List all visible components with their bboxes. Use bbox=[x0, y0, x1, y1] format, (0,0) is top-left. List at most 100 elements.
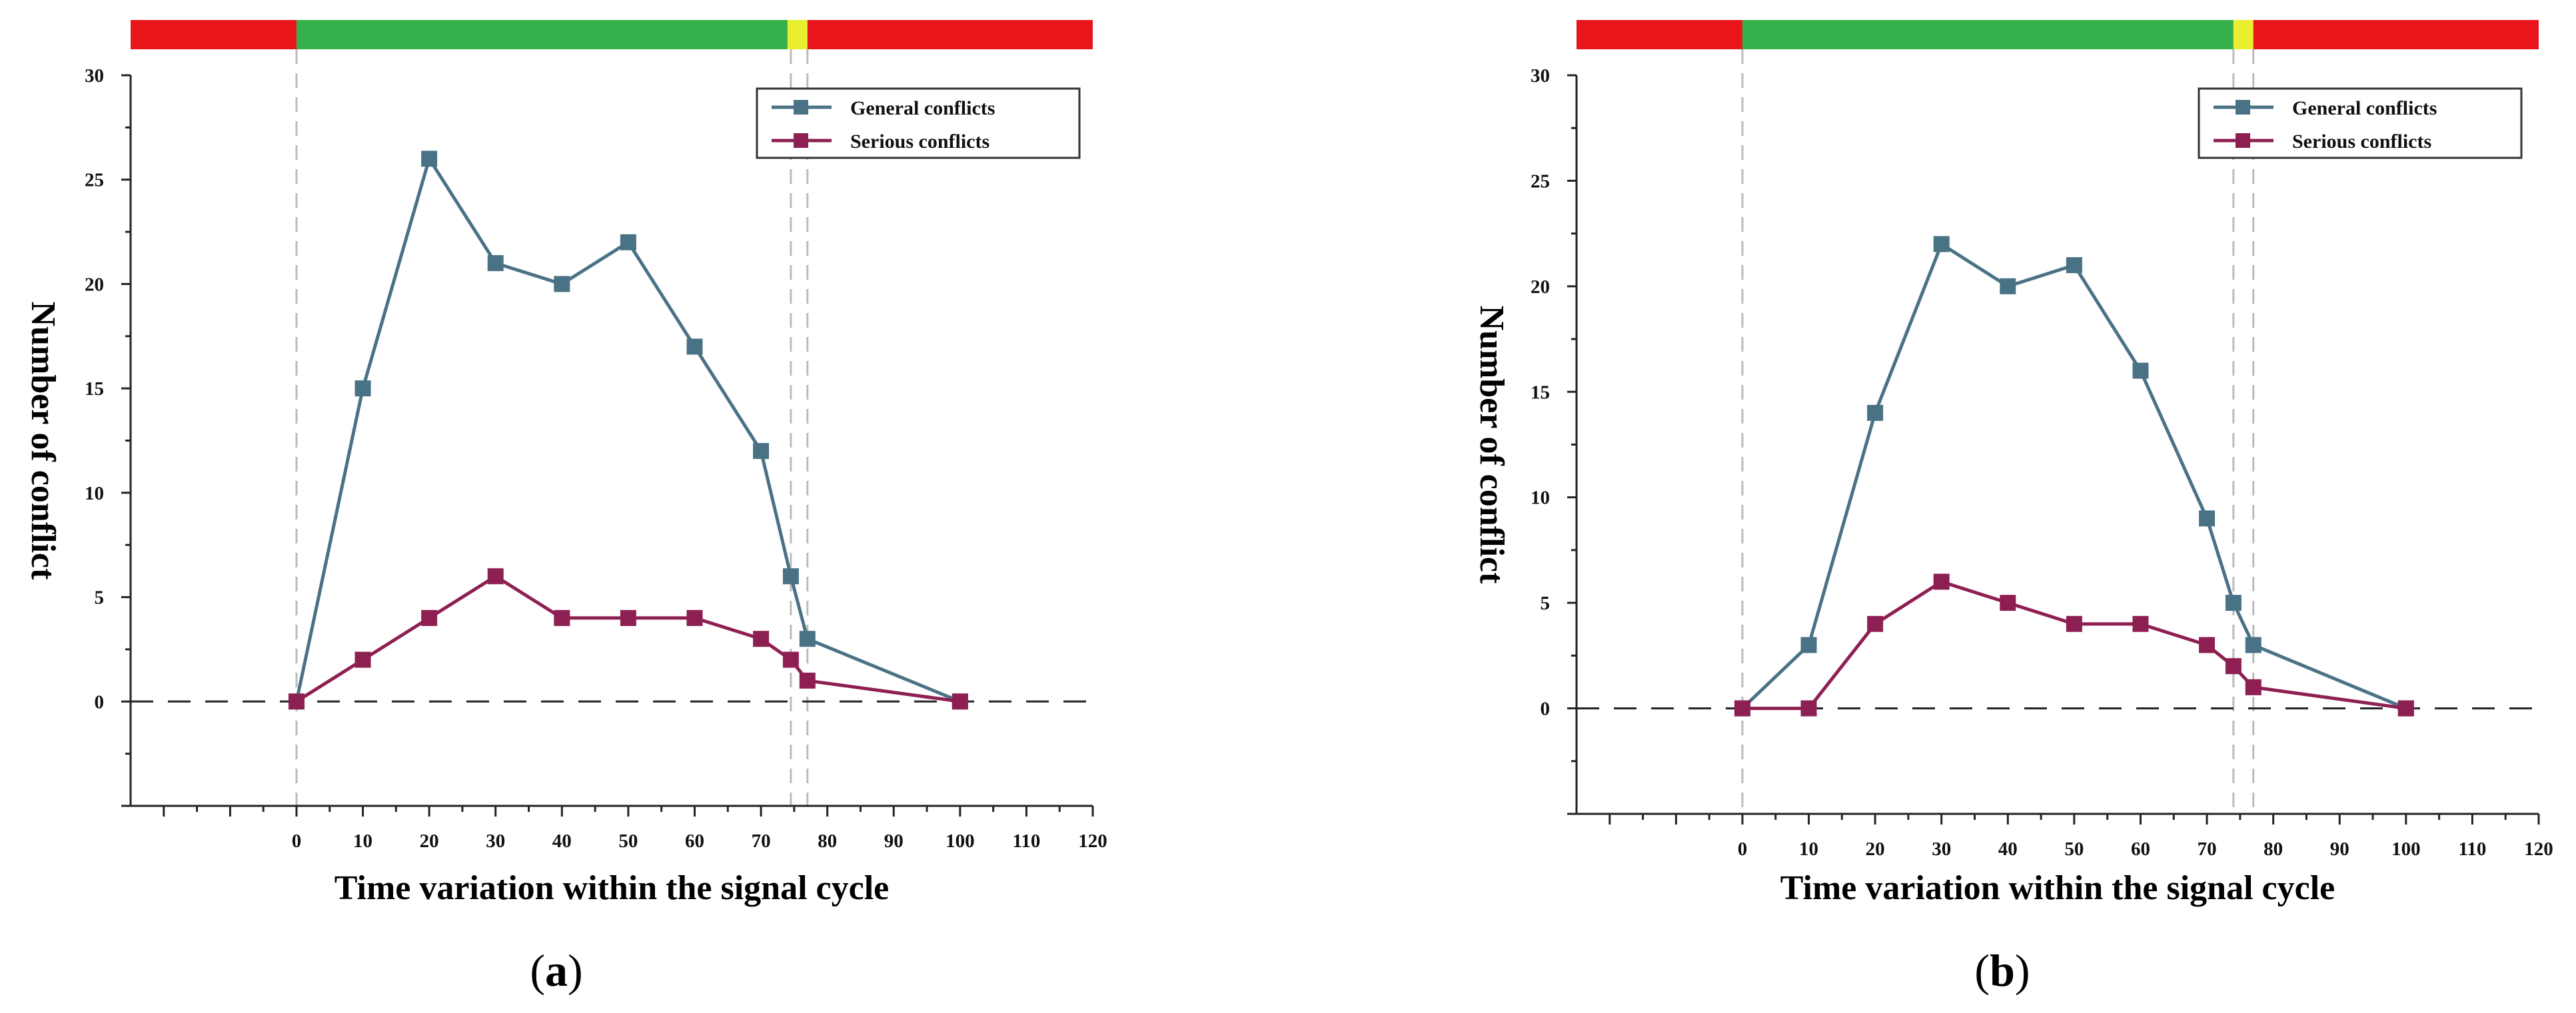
y-tick-label: 0 bbox=[95, 691, 105, 713]
data-point-serious bbox=[782, 651, 799, 668]
panel-label-close-paren: ) bbox=[2015, 945, 2030, 996]
y-tick-label: 30 bbox=[85, 65, 104, 87]
data-point-serious bbox=[554, 609, 570, 626]
data-point-general bbox=[2245, 637, 2261, 653]
panel-label-open-paren: ( bbox=[530, 945, 545, 996]
data-point-general bbox=[421, 151, 438, 167]
signal-phase-yellow-2 bbox=[2233, 20, 2254, 49]
data-point-general bbox=[1933, 236, 1950, 252]
legend-label-serious: Serious conflicts bbox=[850, 131, 989, 153]
x-tick-label: 90 bbox=[884, 831, 904, 852]
legend-marker-general bbox=[2236, 100, 2250, 115]
x-tick-label: 100 bbox=[2391, 839, 2421, 860]
y-tick-label: 20 bbox=[1531, 276, 1550, 298]
data-point-general bbox=[487, 255, 504, 272]
x-tick-label: 40 bbox=[552, 831, 572, 852]
data-point-general bbox=[1800, 637, 1817, 653]
data-point-general bbox=[2225, 595, 2242, 611]
legend-marker-serious bbox=[794, 133, 808, 148]
y-tick-label: 15 bbox=[1531, 382, 1550, 403]
legend-marker-general bbox=[794, 100, 808, 115]
x-tick-label: 50 bbox=[2064, 839, 2084, 860]
y-axis-title: Number of conflict bbox=[1473, 306, 1511, 585]
x-tick-label: 80 bbox=[2263, 839, 2283, 860]
data-point-serious bbox=[2225, 658, 2242, 675]
data-point-serious bbox=[2000, 595, 2016, 611]
x-tick-label: 100 bbox=[946, 831, 975, 852]
data-point-serious bbox=[1933, 573, 1950, 590]
y-tick-label: 15 bbox=[85, 378, 104, 400]
x-tick-label: 60 bbox=[2131, 839, 2150, 860]
data-point-general bbox=[2132, 362, 2149, 379]
x-tick-label: 60 bbox=[685, 831, 704, 852]
data-point-serious bbox=[2066, 615, 2082, 632]
data-point-general bbox=[2066, 257, 2082, 274]
data-point-serious bbox=[1800, 700, 1817, 717]
data-point-serious bbox=[354, 651, 371, 668]
x-tick-label: 20 bbox=[420, 831, 439, 852]
y-tick-label: 30 bbox=[1531, 65, 1550, 87]
data-point-serious bbox=[2199, 637, 2216, 653]
x-tick-label: 10 bbox=[353, 831, 372, 852]
data-point-serious bbox=[799, 672, 816, 689]
x-tick-label: 120 bbox=[1078, 831, 1107, 852]
data-point-serious bbox=[288, 693, 305, 710]
series-line-serious bbox=[295, 574, 961, 703]
signal-phase-red-3 bbox=[2253, 20, 2539, 49]
x-tick-label: 110 bbox=[2458, 839, 2486, 860]
signal-phase-yellow-2 bbox=[787, 20, 808, 49]
data-point-serious bbox=[753, 631, 770, 647]
x-tick-label: 80 bbox=[818, 831, 837, 852]
x-tick-label: 0 bbox=[1738, 839, 1748, 860]
legend-label-serious: Serious conflicts bbox=[2292, 131, 2431, 153]
data-point-serious bbox=[620, 609, 636, 626]
data-point-serious bbox=[686, 609, 703, 626]
data-point-serious bbox=[1867, 615, 1884, 632]
data-point-general bbox=[2199, 510, 2216, 527]
series-line-serious bbox=[1742, 579, 2407, 711]
x-tick-label: 110 bbox=[1012, 831, 1040, 852]
signal-phase-red-3 bbox=[807, 20, 1093, 49]
data-point-serious bbox=[2132, 615, 2149, 632]
legend-label-general: General conflicts bbox=[850, 97, 995, 119]
panel-label-letter: b bbox=[1990, 945, 2015, 996]
chart-panel-b: 0 5 10 15 20 25 30 0 10 20 30 40 50 60 70 80 90 100 110 120… bbox=[1473, 20, 2553, 996]
data-point-general bbox=[354, 380, 371, 397]
x-tick-label: 40 bbox=[1998, 839, 2018, 860]
panel-label-letter: a bbox=[545, 945, 568, 996]
x-axis-title: Time variation within the signal cycle bbox=[1780, 869, 2335, 907]
legend-box bbox=[756, 87, 1081, 159]
y-tick-label: 10 bbox=[85, 483, 104, 504]
y-tick-label: 5 bbox=[95, 587, 105, 609]
data-point-general bbox=[686, 338, 703, 355]
panel-label: (b) bbox=[1974, 945, 2030, 996]
signal-phase-green-1 bbox=[1742, 20, 2234, 49]
panel-label: (a) bbox=[530, 945, 582, 996]
data-point-general bbox=[799, 631, 816, 647]
x-tick-label: 20 bbox=[1866, 839, 1885, 860]
x-tick-label: 90 bbox=[2330, 839, 2349, 860]
y-tick-label: 25 bbox=[1531, 170, 1550, 192]
legend-label-general: General conflicts bbox=[2292, 97, 2437, 119]
data-point-general bbox=[782, 568, 799, 585]
y-axis-title: Number of conflict bbox=[24, 302, 62, 581]
y-tick-label: 10 bbox=[1531, 488, 1550, 509]
y-tick-label: 20 bbox=[85, 274, 104, 295]
data-point-general bbox=[2000, 278, 2016, 294]
y-tick-label: 25 bbox=[85, 170, 104, 191]
data-point-general bbox=[1867, 404, 1884, 421]
panel-label-close-paren: ) bbox=[568, 945, 583, 996]
series-line-general bbox=[1741, 242, 2407, 710]
data-point-general bbox=[554, 276, 570, 292]
x-tick-label: 30 bbox=[1932, 839, 1951, 860]
x-tick-label: 10 bbox=[1799, 839, 1818, 860]
data-point-general bbox=[620, 234, 636, 250]
data-point-serious bbox=[2397, 700, 2414, 717]
signal-phase-green-1 bbox=[296, 20, 788, 49]
data-point-serious bbox=[421, 609, 438, 626]
chart-panel-a: 0 5 10 15 20 25 30 0 10 20 30 40 50 60 70 80 90 100 110 120… bbox=[24, 20, 1107, 996]
x-tick-label: 50 bbox=[618, 831, 638, 852]
panel-label-open-paren: ( bbox=[1974, 945, 1990, 996]
data-point-serious bbox=[487, 568, 504, 585]
